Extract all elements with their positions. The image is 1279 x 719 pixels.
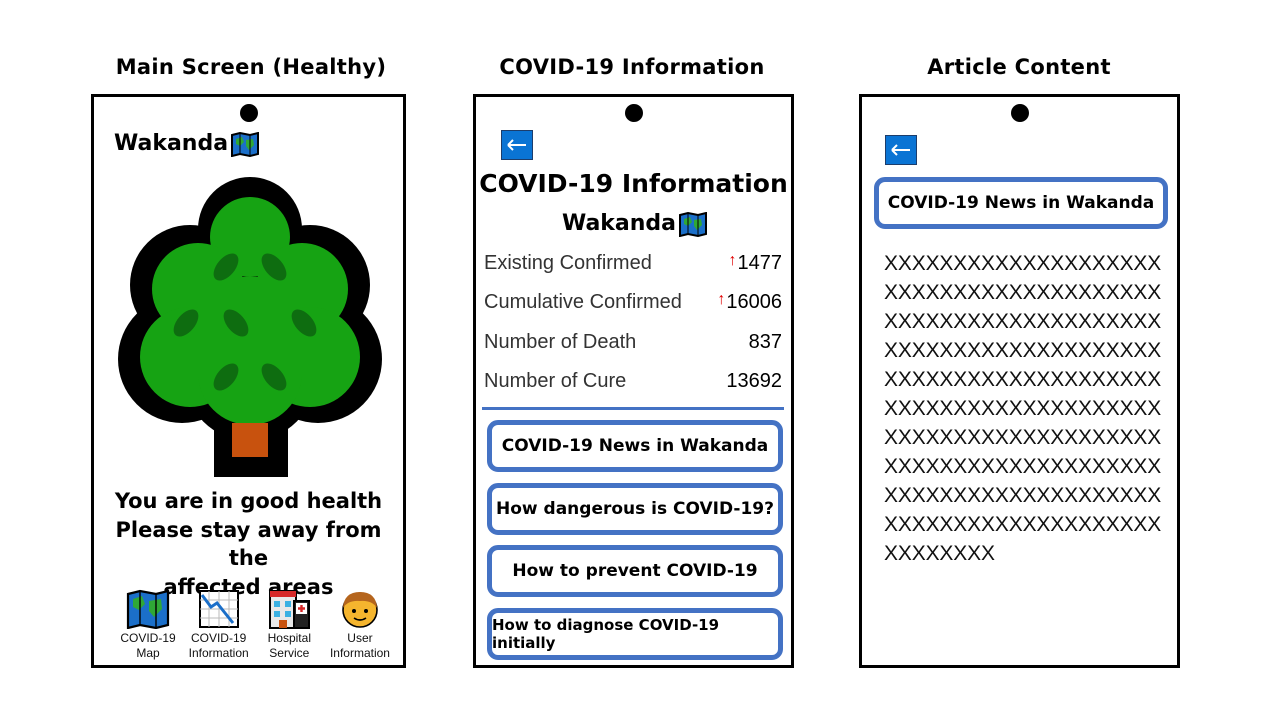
nav-label-line1: Hospital	[267, 631, 311, 645]
nav-covid-information[interactable]: COVID-19 Information	[185, 589, 253, 661]
camera-dot	[1010, 104, 1029, 122]
article-body: XXXXXXXXXXXXXXXXXXXXXXXXXXXXXXXXXXXXXXXX…	[884, 252, 1162, 565]
topic-button-news[interactable]: COVID-19 News in Wakanda	[487, 420, 783, 472]
map-icon	[679, 211, 708, 237]
stat-cumulative-confirmed: Cumulative Confirmed ↑16006	[484, 291, 782, 314]
stat-value: ↑1477	[728, 252, 783, 274]
divider	[482, 407, 784, 410]
health-line-3: affected areas	[163, 574, 334, 599]
caption-main-screen: Main Screen (Healthy)	[115, 55, 387, 79]
nav-covid-map[interactable]: COVID-19 Map	[114, 589, 182, 661]
main-screen-phone: Wakanda	[91, 94, 406, 668]
region-heading: Wakanda	[476, 211, 791, 237]
chart-down-icon	[198, 590, 239, 628]
region-name: Wakanda	[561, 211, 677, 236]
hospital-icon	[269, 590, 311, 629]
trend-up-icon: ↑	[728, 252, 737, 269]
nav-user-information[interactable]: User Information	[326, 589, 394, 661]
bottom-nav: COVID-19 Map COVID-19 Information	[114, 589, 394, 661]
nav-label-line1: COVID-19	[190, 631, 247, 645]
back-button[interactable]	[501, 130, 533, 160]
stat-label: Number of Cure	[484, 370, 627, 392]
user-icon	[342, 592, 378, 628]
nav-label-line1: COVID-19	[120, 631, 176, 645]
health-status-message: You are in good health Please stay away …	[94, 487, 403, 601]
back-button[interactable]	[885, 135, 917, 165]
map-icon	[126, 589, 170, 629]
health-line-2: Please stay away from the	[115, 517, 382, 571]
topic-button-prevent[interactable]: How to prevent COVID-19	[487, 545, 783, 597]
article-title: COVID-19 News in Wakanda	[874, 177, 1168, 229]
article-screen-phone: COVID-19 News in Wakanda XXXXXXXXXXXXXXX…	[859, 94, 1180, 668]
camera-dot	[239, 104, 258, 122]
stat-value: 837	[748, 331, 782, 353]
nav-label-line2: Service	[269, 646, 310, 660]
nav-label-line1: User	[347, 631, 373, 645]
stat-number-of-death: Number of Death 837	[484, 331, 782, 354]
caption-article-screen: Article Content	[927, 55, 1111, 79]
stat-number-of-cure: Number of Cure 13692	[484, 370, 782, 393]
topic-button-danger[interactable]: How dangerous is COVID-19?	[487, 483, 783, 535]
stat-label: Number of Death	[484, 331, 637, 353]
stat-value: 13692	[726, 370, 782, 392]
nav-label-line2: Map	[136, 646, 160, 660]
brand-name: Wakanda	[114, 131, 229, 156]
trend-up-icon: ↑	[717, 291, 726, 308]
camera-dot	[624, 104, 643, 122]
info-screen-phone: COVID-19 Information Wakanda Existing Co…	[473, 94, 794, 668]
arrow-left-icon	[891, 144, 910, 156]
topic-button-diagnose[interactable]: How to diagnose COVID-19 initially	[487, 608, 783, 660]
caption-info-screen: COVID-19 Information	[499, 55, 765, 79]
tree-illustration	[118, 177, 382, 477]
brand: Wakanda	[114, 131, 260, 157]
stat-label: Existing Confirmed	[484, 252, 652, 274]
map-icon	[231, 131, 260, 157]
page-title: COVID-19 Information	[479, 169, 788, 198]
nav-label-line2: Information	[188, 646, 249, 660]
arrow-left-icon	[507, 139, 526, 151]
stat-label: Cumulative Confirmed	[484, 291, 682, 313]
stat-existing-confirmed: Existing Confirmed ↑1477	[484, 252, 782, 275]
health-line-1: You are in good health	[114, 489, 383, 513]
nav-hospital-service[interactable]: Hospital Service	[255, 589, 323, 661]
stat-value: ↑16006	[717, 291, 782, 313]
nav-label-line2: Information	[329, 646, 390, 660]
